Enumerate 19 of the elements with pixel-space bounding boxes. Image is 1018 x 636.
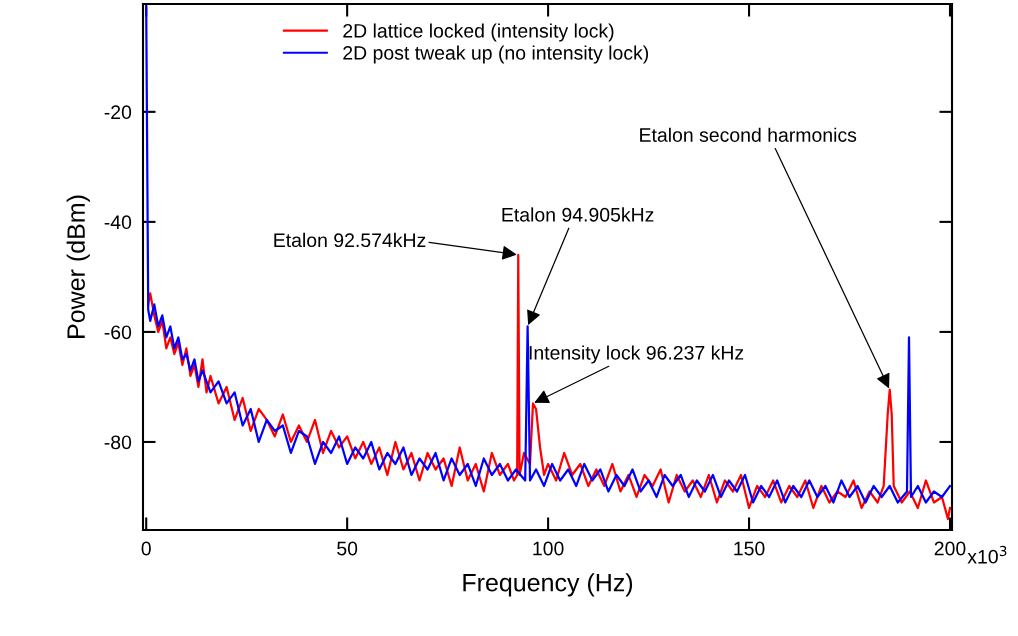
x-tick-label: 50 <box>337 541 358 556</box>
x-axis-title: Frequency (Hz) <box>463 573 633 597</box>
x-tick-label: 150 <box>734 541 765 556</box>
annotation: Etalon 94.905kHz <box>502 207 654 222</box>
line-series <box>145 6 952 504</box>
x-tick-label: 0 <box>141 541 151 556</box>
annotation: Intensity lock 96.237 kHz <box>529 345 744 364</box>
annotation: Etalon second harmonics <box>640 127 857 142</box>
legend-label: 2D lattice locked (intensity lock) <box>343 23 614 42</box>
x-tick-label: 100 <box>533 541 564 556</box>
text: x10$^{3}$ <box>967 545 1007 564</box>
y-tick-label: -60 <box>104 325 132 340</box>
x-tick-label: 200 <box>934 541 966 556</box>
y-tick-label: -40 <box>104 215 132 230</box>
y-tick-label: -20 <box>104 105 132 120</box>
annotation: Etalon 92.574kHz <box>274 232 426 248</box>
y-tick-label: -80 <box>104 435 132 450</box>
legend-label: 2D post tweak up (no intensity lock) <box>343 45 649 64</box>
y-axis-title: Power (dBm) <box>66 195 90 338</box>
